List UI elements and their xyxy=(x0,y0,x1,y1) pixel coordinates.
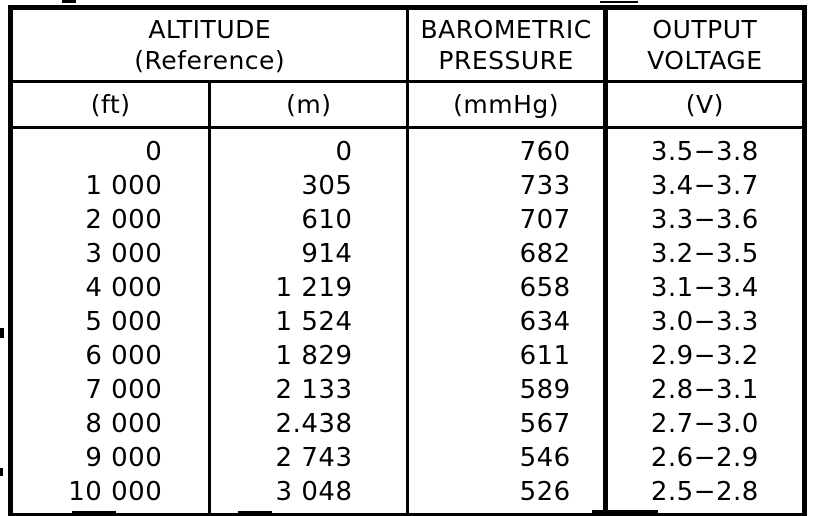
cell-mmhg: 760 xyxy=(406,127,606,169)
cell-m: 610 xyxy=(208,203,408,237)
cell-m: 2.438 xyxy=(208,407,408,441)
header-output-line1: OUTPUT xyxy=(652,15,758,44)
cell-m: 305 xyxy=(208,169,408,203)
cell-ft: 3 000 xyxy=(85,239,163,269)
scan-artifact xyxy=(0,328,4,338)
header-barometric-pressure: BAROMETRIC PRESSURE xyxy=(406,7,606,83)
unit-m: (m) xyxy=(208,81,408,129)
cell-m: 2 743 xyxy=(208,441,408,475)
table-header-row: ALTITUDE (Reference) BAROMETRIC PRESSURE… xyxy=(10,7,805,83)
cell-ft: 8 000 xyxy=(85,409,163,439)
cell-m: 3 048 xyxy=(208,475,408,516)
cell-m: 1 524 xyxy=(208,305,408,339)
cell-ft: 10 000 xyxy=(68,477,163,507)
table-row: 7 000 2 133 589 2.8−3.1 xyxy=(11,373,805,407)
cell-ft: 2 000 xyxy=(85,205,163,235)
header-altitude: ALTITUDE (Reference) xyxy=(10,7,408,83)
header-altitude-line1: ALTITUDE xyxy=(148,15,272,44)
cell-mmhg: 634 xyxy=(406,305,606,339)
cell-voltage: 3.5−3.8 xyxy=(602,127,805,169)
cell-mmhg: 658 xyxy=(406,271,606,305)
cell-mmhg: 589 xyxy=(406,373,606,407)
header-output-voltage: OUTPUT VOLTAGE xyxy=(602,7,805,83)
cell-m: 914 xyxy=(208,237,408,271)
scan-artifact xyxy=(238,511,272,513)
header-altitude-line2: (Reference) xyxy=(134,46,286,75)
cell-m: 1 219 xyxy=(208,271,408,305)
cell-voltage: 2.5−2.8 xyxy=(602,475,805,516)
table-row: 8 000 2.438 567 2.7−3.0 xyxy=(11,407,805,441)
cell-mmhg: 526 xyxy=(406,475,606,516)
cell-mmhg: 611 xyxy=(406,339,606,373)
cell-m: 0 xyxy=(208,127,408,169)
cell-voltage: 3.3−3.6 xyxy=(602,203,805,237)
cell-m: 2 133 xyxy=(208,373,408,407)
scan-artifact xyxy=(62,0,76,3)
header-pressure-line1: BAROMETRIC xyxy=(420,15,592,44)
header-pressure-line2: PRESSURE xyxy=(438,46,574,75)
cell-mmhg: 682 xyxy=(406,237,606,271)
scan-artifact xyxy=(0,468,3,476)
table-row: 4 000 1 219 658 3.1−3.4 xyxy=(11,271,805,305)
unit-v: (V) xyxy=(602,81,805,129)
cell-voltage: 3.4−3.7 xyxy=(602,169,805,203)
table-row: 9 000 2 743 546 2.6−2.9 xyxy=(11,441,805,475)
cell-mmhg: 567 xyxy=(406,407,606,441)
scan-artifact xyxy=(72,511,116,513)
table-row: 3 000 914 682 3.2−3.5 xyxy=(11,237,805,271)
table-row: 0 0 760 3.5−3.8 xyxy=(11,127,805,169)
unit-mmhg: (mmHg) xyxy=(406,81,606,129)
scan-artifact xyxy=(592,510,658,513)
cell-voltage: 3.2−3.5 xyxy=(602,237,805,271)
cell-voltage: 3.0−3.3 xyxy=(602,305,805,339)
cell-mmhg: 707 xyxy=(406,203,606,237)
cell-ft: 5 000 xyxy=(85,307,163,337)
cell-ft: 7 000 xyxy=(85,375,163,405)
cell-mmhg: 546 xyxy=(406,441,606,475)
header-output-line2: VOLTAGE xyxy=(647,46,763,75)
table-row: 10 000 3 048 526 2.5−2.8 xyxy=(11,475,805,516)
cell-voltage: 3.1−3.4 xyxy=(602,271,805,305)
cell-m: 1 829 xyxy=(208,339,408,373)
table-row: 1 000 305 733 3.4−3.7 xyxy=(11,169,805,203)
cell-ft: 6 000 xyxy=(85,341,163,371)
cell-ft: 9 000 xyxy=(85,443,163,473)
table-row: 6 000 1 829 611 2.9−3.2 xyxy=(11,339,805,373)
table-units-row: (ft) (m) (mmHg) (V) xyxy=(10,81,805,129)
unit-ft: (ft) xyxy=(10,81,210,129)
altitude-pressure-voltage-table: ALTITUDE (Reference) BAROMETRIC PRESSURE… xyxy=(8,5,807,516)
scan-artifact xyxy=(600,1,638,3)
cell-ft: 0 xyxy=(145,137,163,167)
cell-ft: 1 000 xyxy=(85,171,163,201)
cell-voltage: 2.6−2.9 xyxy=(602,441,805,475)
cell-voltage: 2.8−3.1 xyxy=(602,373,805,407)
table-row: 5 000 1 524 634 3.0−3.3 xyxy=(11,305,805,339)
cell-ft: 4 000 xyxy=(85,273,163,303)
cell-mmhg: 733 xyxy=(406,169,606,203)
cell-voltage: 2.7−3.0 xyxy=(602,407,805,441)
cell-voltage: 2.9−3.2 xyxy=(602,339,805,373)
table-row: 2 000 610 707 3.3−3.6 xyxy=(11,203,805,237)
